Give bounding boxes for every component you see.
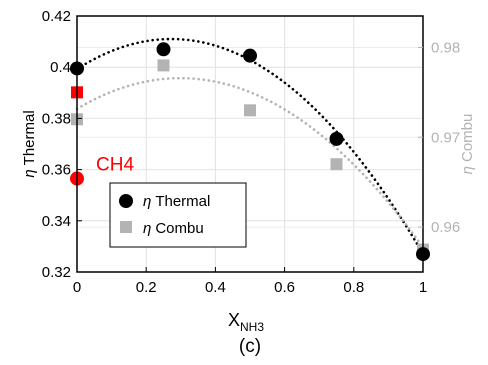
x-tick-label-4: 0.8 bbox=[343, 279, 364, 296]
point-combu-1 bbox=[157, 59, 170, 72]
point-combu-2 bbox=[244, 104, 256, 117]
point-thermal-1 bbox=[156, 42, 171, 57]
legend: η Thermal η Combu bbox=[109, 182, 247, 248]
x-tick-label-5: 1 bbox=[419, 279, 427, 296]
legend-thermal-marker bbox=[119, 194, 133, 208]
yl-tick-label-1: 0.34 bbox=[42, 213, 71, 230]
x-tick-label-3: 0.6 bbox=[274, 279, 295, 296]
yl-tick-label-4: 0.4 bbox=[50, 59, 71, 76]
legend-box bbox=[109, 182, 247, 248]
yl-tick-label-5: 0.42 bbox=[42, 8, 71, 25]
y-axis-left-label: ηThermal bbox=[21, 110, 38, 177]
x-tick-label-0: 0 bbox=[73, 279, 81, 296]
yr-tick-label-2: 0.98 bbox=[431, 39, 460, 56]
point-combu-3 bbox=[330, 158, 343, 171]
point-thermal-2 bbox=[243, 48, 257, 63]
x-tick-label-1: 0.2 bbox=[136, 279, 157, 296]
legend-thermal-label: η Thermal bbox=[143, 193, 210, 210]
x-tick-label-2: 0.4 bbox=[205, 279, 226, 296]
yr-tick-label-1: 0.97 bbox=[431, 129, 460, 146]
ch4-annotation: CH4 bbox=[96, 155, 134, 176]
plot-frame bbox=[76, 15, 424, 273]
point-thermal-3 bbox=[329, 131, 344, 146]
x-axis-label: XNH3 bbox=[228, 310, 264, 334]
yl-tick-label-0: 0.32 bbox=[42, 264, 71, 281]
yl-tick-label-2: 0.36 bbox=[42, 162, 71, 179]
figure-caption: (c) bbox=[239, 336, 261, 357]
yl-tick-label-3: 0.38 bbox=[42, 110, 71, 127]
legend-combu-marker bbox=[120, 221, 132, 233]
yr-tick-label-0: 0.96 bbox=[431, 219, 460, 236]
legend-combu-label: η Combu bbox=[143, 220, 204, 237]
axis-ticks: 0 0.2 0.4 0.6 0.8 1 0.32 0.34 0.36 0.38 0.4 0.42 0.9… bbox=[42, 8, 460, 296]
y-axis-right-label: ηCombu bbox=[459, 114, 476, 175]
